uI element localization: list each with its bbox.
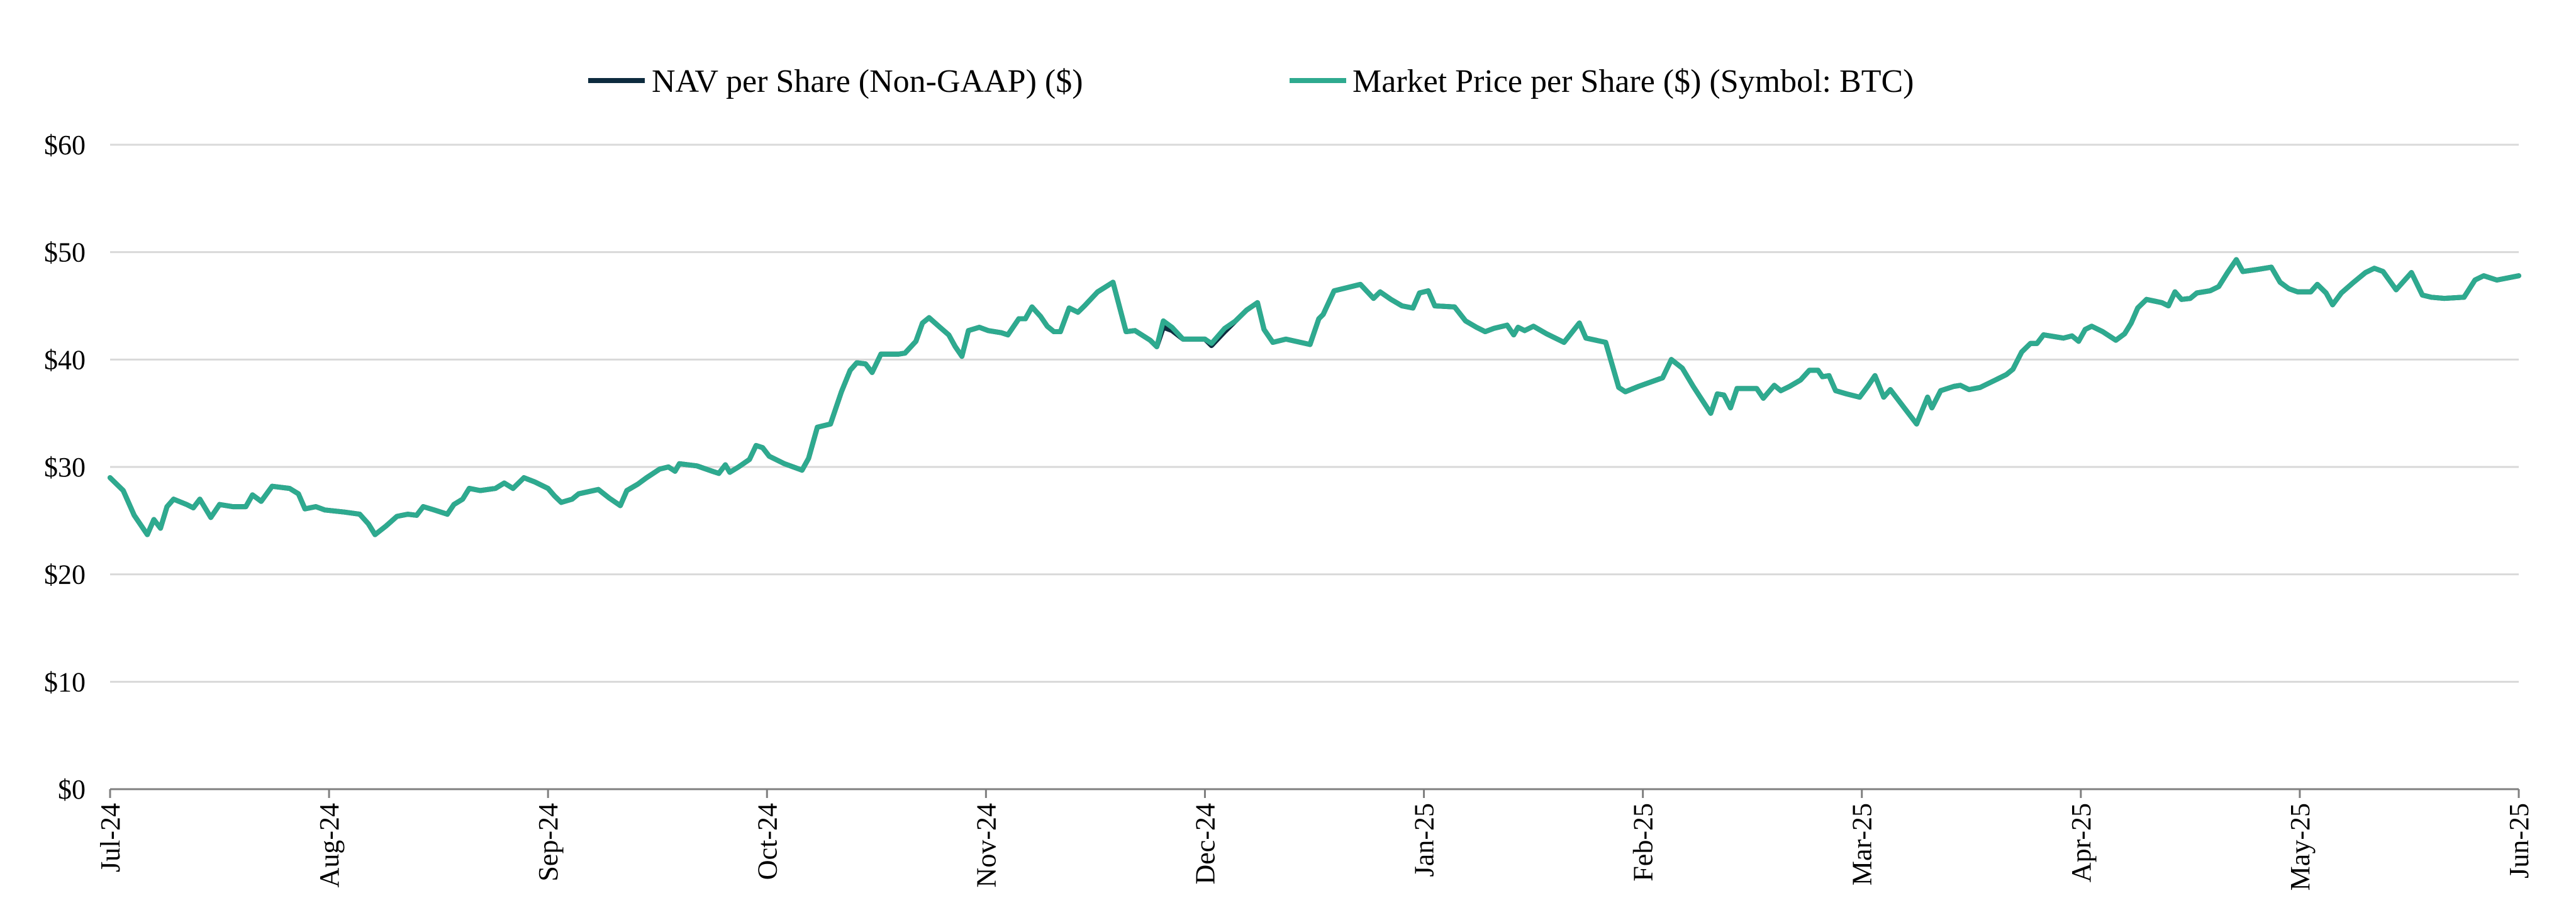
x-tick-label: Oct-24: [752, 803, 783, 880]
x-tick-label: May-25: [2285, 803, 2316, 890]
y-tick-label: $50: [44, 237, 86, 268]
y-tick-label: $20: [44, 559, 86, 590]
x-tick-label: Apr-25: [2066, 803, 2097, 882]
x-tick-label: Jan-25: [1409, 803, 1440, 877]
x-tick-label: Mar-25: [1847, 803, 1878, 885]
x-tick-label: Dec-24: [1190, 803, 1220, 885]
series-line: [108, 257, 2521, 537]
x-tick-label: Nov-24: [971, 803, 1001, 887]
y-tick-label: $40: [44, 344, 86, 375]
x-tick-label: Jul-24: [95, 803, 126, 872]
legend-label: Market Price per Share ($) (Symbol: BTC): [1352, 64, 1914, 99]
x-tick-label: Aug-24: [314, 803, 345, 887]
legend-label: NAV per Share (Non-GAAP) ($): [652, 64, 1083, 99]
x-tick-label: Feb-25: [1628, 803, 1659, 882]
y-tick-label: $60: [44, 130, 86, 160]
legend: NAV per Share (Non-GAAP) ($) Market Price…: [588, 64, 1914, 99]
y-tick-label: $30: [44, 452, 86, 483]
x-tick-label: Sep-24: [533, 803, 564, 882]
y-tick-label: $10: [44, 666, 86, 697]
y-tick-label: $0: [58, 774, 86, 805]
x-tick-label: Jun-25: [2504, 803, 2534, 879]
